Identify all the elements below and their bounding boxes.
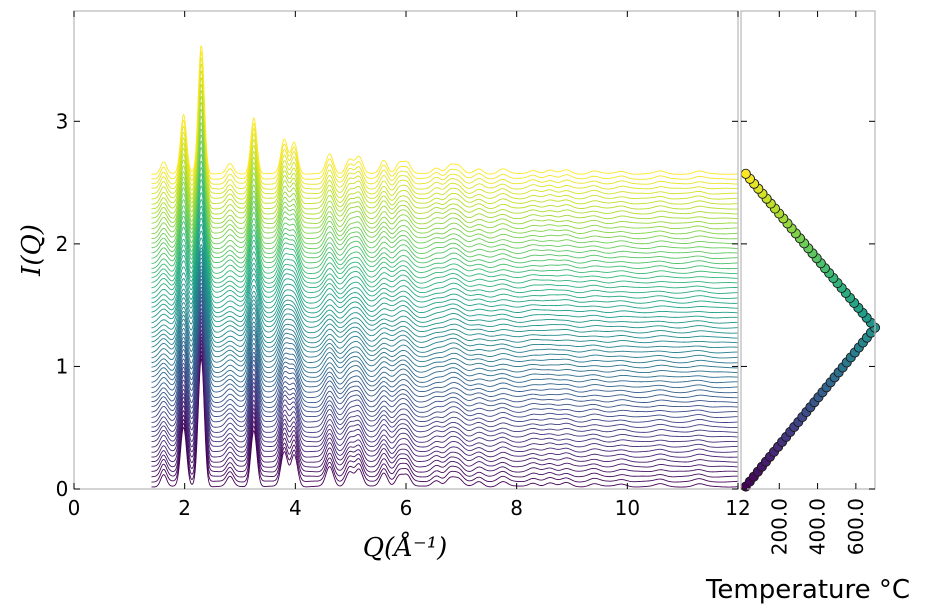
temperature-tick-label: 400.0 [806, 498, 830, 555]
intensity-curve [151, 244, 739, 329]
intensity-curve [151, 278, 739, 378]
intensity-curve [151, 217, 739, 309]
intensity-curve [151, 325, 739, 443]
intensity-curve [151, 250, 739, 339]
y-tick-label: 2 [56, 232, 69, 256]
intensity-curve [151, 237, 739, 324]
intensity-curve [151, 321, 739, 438]
y-axis-label: I(Q) [17, 224, 47, 277]
x-tick-label: 4 [289, 496, 302, 520]
intensity-curve [151, 300, 739, 408]
intensity-curve [151, 95, 739, 215]
intensity-curve [151, 336, 739, 458]
intensity-curve [151, 354, 739, 483]
y-tick-label: 3 [56, 109, 69, 133]
x-axis-label: Q(Å⁻¹) [363, 531, 448, 563]
intensity-curve [151, 333, 739, 453]
intensity-curve [151, 272, 738, 369]
temperature-axis-label: Temperature °C [705, 575, 910, 605]
intensity-curve [151, 253, 739, 344]
intensity-curve [151, 357, 739, 488]
y-tick-label: 0 [56, 477, 69, 501]
intensity-curve [151, 122, 739, 235]
intensity-curve [151, 70, 739, 195]
intensity-curve [151, 308, 739, 418]
side-y-ticks [741, 120, 875, 490]
intensity-curve [151, 290, 739, 394]
x-tick-label: 0 [68, 496, 81, 520]
intensity-curve [151, 115, 739, 230]
intensity-curve [151, 140, 739, 250]
temperature-profile-plot: 200.0 400.0 600.0 Temperature °C [705, 10, 910, 605]
intensity-curve [151, 350, 738, 478]
intensity-curve [151, 342, 739, 468]
intensity-curve [151, 261, 738, 354]
waterfall-curves [151, 45, 739, 488]
intensity-curve [151, 275, 739, 374]
intensity-curve [151, 346, 739, 473]
intensity-curve [151, 63, 739, 190]
intensity-curve [151, 304, 739, 413]
x-tick-label: 12 [725, 496, 750, 520]
main-y-ticks: 0 1 2 3 [56, 109, 738, 501]
intensity-curve [151, 311, 739, 423]
intensity-curve [151, 160, 739, 265]
intensity-curve [151, 185, 739, 284]
intensity-curve [151, 51, 739, 180]
main-plot-frame [73, 10, 739, 490]
intensity-curve [151, 265, 739, 359]
intensity-curve [151, 45, 739, 175]
intensity-curve [151, 223, 739, 314]
intensity-curve [151, 147, 739, 254]
intensity-curve [151, 315, 739, 428]
x-tick-label: 2 [178, 496, 191, 520]
intensity-curve [151, 108, 739, 225]
intensity-curve [151, 134, 738, 245]
intensity-curve [151, 286, 739, 389]
intensity-curve [151, 199, 739, 294]
temperature-tick-label: 600.0 [844, 498, 868, 555]
intensity-curve [151, 192, 739, 289]
side-plot-frame [740, 10, 876, 490]
intensity-curve [151, 83, 739, 205]
intensity-curve [151, 296, 739, 404]
intensity-curve [151, 89, 739, 210]
intensity-curve [151, 282, 739, 384]
intensity-curve [151, 318, 739, 433]
intensity-curve [151, 329, 739, 448]
x-tick-label: 6 [400, 496, 413, 520]
intensity-curve [151, 179, 739, 279]
intensity-curve [151, 173, 739, 275]
intensity-curve [151, 205, 739, 299]
intensity-curve [151, 167, 739, 270]
temperature-markers [740, 168, 881, 492]
intensity-curve [151, 268, 739, 364]
intensity-curve [151, 102, 739, 220]
intensity-curve [151, 257, 739, 349]
intensity-curve [151, 230, 739, 319]
x-tick-label: 8 [510, 496, 523, 520]
intensity-curve [151, 77, 739, 200]
intensity-curve [151, 57, 739, 185]
y-tick-label: 1 [56, 354, 69, 378]
intensity-curve [151, 153, 738, 260]
intensity-curve [151, 247, 739, 334]
side-x-ticks: 200.0 400.0 600.0 [767, 11, 868, 555]
temperature-marker [740, 168, 751, 179]
temperature-tick-label: 200.0 [767, 498, 791, 555]
intensity-curve [151, 211, 739, 304]
intensity-curve [151, 128, 739, 240]
intensity-curve [151, 339, 739, 463]
x-tick-label: 10 [615, 496, 640, 520]
intensity-curve [151, 293, 739, 399]
main-x-ticks: 0 2 4 6 8 10 12 [68, 11, 751, 520]
